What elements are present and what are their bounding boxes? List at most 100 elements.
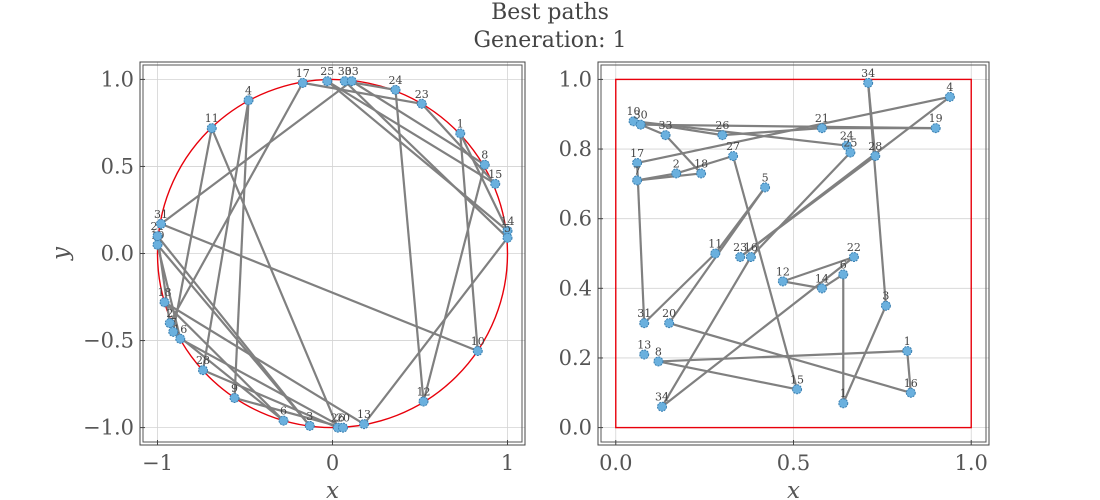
node-point [728, 151, 739, 162]
node-point [838, 269, 849, 280]
node-label: 11 [205, 112, 219, 125]
node-label: 21 [815, 112, 829, 125]
y-tick-label: 1.0 [559, 67, 592, 91]
chart-subtitle: Generation: 1 [473, 28, 626, 53]
node-label: 28 [868, 140, 882, 153]
path-segment [658, 360, 798, 391]
node-label: 33 [345, 65, 359, 78]
path-segment [233, 100, 250, 399]
node-label: 2 [166, 307, 173, 320]
path-segment [636, 162, 646, 324]
node-point [902, 345, 913, 356]
path-segment [661, 256, 855, 408]
node-label: 18 [158, 286, 172, 299]
y-tick-label: −0.5 [83, 329, 134, 353]
path-segment [156, 235, 171, 324]
node-point [635, 119, 646, 130]
path-segment [326, 80, 496, 185]
node-label: 3 [306, 410, 313, 423]
node-label: 28 [196, 354, 210, 367]
node-label: 20 [662, 307, 676, 320]
node-label: 10 [471, 335, 485, 348]
x-tick-label: 1 [501, 451, 514, 475]
node-label: 15 [790, 373, 804, 386]
node-point [880, 300, 891, 311]
node-point [479, 159, 490, 170]
node-point [777, 276, 788, 287]
node-point [152, 239, 163, 250]
path-segment [363, 237, 509, 425]
path-segment [168, 82, 304, 324]
node-label: 17 [296, 67, 310, 80]
node-label: 14 [501, 215, 515, 228]
node-label: 24 [389, 74, 403, 87]
path-segment [302, 81, 422, 105]
node-label: 1 [840, 387, 847, 400]
node-point [792, 384, 803, 395]
node-point [745, 251, 756, 262]
path-segment [640, 123, 936, 130]
node-label: 17 [630, 147, 644, 160]
node-label: 25 [320, 65, 334, 78]
y-tick-label: 0.0 [559, 416, 592, 440]
node-point [905, 387, 916, 398]
node-point [816, 283, 827, 294]
node-point [710, 248, 721, 259]
x-tick-label: −1 [142, 451, 173, 475]
path-segment [234, 396, 344, 429]
node-point [416, 98, 427, 109]
node-label: 9 [231, 382, 238, 395]
path-segment [906, 350, 912, 393]
node-label: 23 [415, 88, 429, 101]
x-tick-label: 0 [326, 451, 339, 475]
path-segment [636, 172, 677, 182]
node-label: 34 [655, 391, 669, 404]
node-label: 8 [481, 149, 488, 162]
x-axis-label: x [787, 478, 800, 500]
node-point [660, 130, 671, 141]
node-label: 15 [488, 168, 502, 181]
node-point [152, 231, 163, 242]
path-segment [739, 155, 876, 258]
node-label: 24 [840, 130, 854, 143]
node-label: 6 [840, 258, 847, 271]
y-tick-label: 0.4 [559, 276, 592, 300]
path-segment [160, 80, 353, 225]
node-point [502, 232, 513, 243]
node-point [159, 297, 170, 308]
node-point [175, 333, 186, 344]
x-tick-label: 0.5 [777, 451, 810, 475]
node-point [472, 345, 483, 356]
path-segment [210, 127, 339, 429]
node-label: 5 [762, 171, 769, 184]
y-tick-label: 0.6 [559, 207, 592, 231]
node-label: 16 [744, 241, 758, 254]
node-point [664, 318, 675, 329]
path-segment [343, 80, 509, 239]
path-segment [172, 127, 213, 333]
node-point [229, 392, 240, 403]
path-segment [675, 154, 734, 175]
node-point [696, 168, 707, 179]
node-label: 13 [357, 408, 371, 421]
path-segment [420, 103, 497, 185]
node-point [639, 349, 650, 360]
node-label: 27 [726, 140, 740, 153]
node-label: 4 [946, 81, 953, 94]
path-segment [202, 369, 339, 429]
y-tick-label: 0.5 [101, 154, 134, 178]
y-axis-label: y [48, 246, 74, 261]
path-segment [459, 133, 479, 352]
path-segment [750, 151, 852, 258]
y-tick-label: −1.0 [83, 416, 134, 440]
y-tick-label: 0.8 [559, 137, 592, 161]
node-point [639, 318, 650, 329]
node-label: 18 [694, 157, 708, 170]
node-point [297, 77, 308, 88]
node-label: 12 [417, 385, 431, 398]
path-segment [163, 301, 365, 426]
node-label: 8 [655, 345, 662, 358]
node-label: 31 [637, 307, 651, 320]
path-segment [732, 155, 799, 390]
node-label: 7 [634, 164, 641, 177]
